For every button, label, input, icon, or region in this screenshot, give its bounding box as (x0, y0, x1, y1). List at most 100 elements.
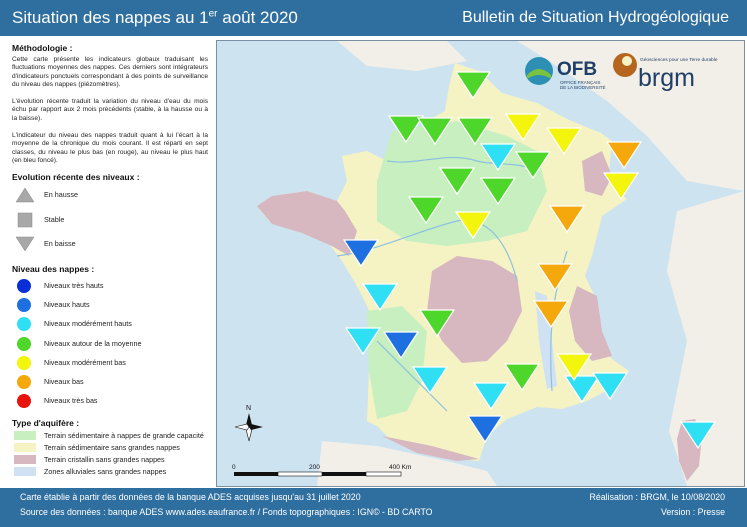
scale-segment-3 (322, 472, 366, 476)
aquifer-marker (411, 366, 449, 395)
ofb-logo-sub2: DE LA BIODIVERSITÉ (560, 84, 606, 90)
legend-level-item: Niveaux très bas (14, 393, 209, 409)
legend-aquifer-label: Terrain sédimentaire à nappes de grande … (44, 431, 204, 440)
ofb-logo-text: OFB (557, 59, 597, 80)
footer-version: Version : Presse (660, 507, 725, 517)
square-icon (17, 212, 33, 228)
aquifer-marker (514, 151, 552, 180)
ofb-logo: OFB OFFICE FRANÇAIS DE LA BIODIVERSITÉ (525, 57, 606, 90)
aquifer-marker (342, 239, 380, 268)
aquifer-marker (532, 300, 570, 329)
legend-evolution-up-label: En hausse (44, 190, 78, 199)
aquifer-marker (479, 177, 517, 206)
legend-aquifer-item: Zones alluviales sans grandes nappes (14, 466, 209, 478)
aquifer-crystalline-pyrenees (382, 436, 479, 461)
aquifer-crystalline-massif-central (427, 256, 522, 363)
level-color-dot-icon (17, 355, 31, 370)
brgm-logo-text: brgm (638, 64, 695, 92)
aquifer-marker (454, 211, 492, 240)
brgm-logo-icon-inner (622, 56, 632, 66)
aquifer-marker (555, 353, 593, 382)
ofb-logo-sub1: OFFICE FRANÇAIS (560, 80, 601, 85)
triangle-down-icon (15, 236, 35, 252)
legend-aquifer-item: Terrain sédimentaire à nappes de grande … (14, 430, 209, 442)
header-bar: Situation des nappes au 1er août 2020 Bu… (0, 0, 747, 36)
level-color-dot-icon (17, 298, 31, 313)
scale-segment-4 (365, 471, 402, 477)
aquifer-marker (679, 421, 717, 450)
aquifer-marker (416, 117, 454, 146)
aquifer-crystalline-brittany (257, 191, 357, 256)
scale-segment-1 (234, 472, 278, 476)
legend-aquifer-label: Terrain sédimentaire sans grandes nappes (44, 443, 180, 452)
aquifer-marker (466, 415, 504, 444)
scale-bar: 0 200 400 Km (232, 464, 411, 477)
aquifer-marker (344, 327, 382, 356)
aquifer-crystalline-vosges (582, 151, 612, 196)
aquifer-title: Type d'aquifère : (12, 418, 80, 428)
legend-level-item: Niveaux hauts (14, 297, 209, 313)
title-superscript: er (208, 8, 218, 20)
scale-label-200: 200 (309, 464, 320, 471)
aquifer-marker (387, 115, 425, 144)
legend-evolution-stable-label: Stable (44, 215, 65, 224)
north-arrow-e (249, 424, 263, 430)
aquifer-marker (382, 331, 420, 360)
level-color-dot-icon (17, 336, 31, 351)
footer-data-source-date: Carte établie à partir des données de la… (20, 492, 361, 502)
level-color-dot-icon (17, 375, 31, 389)
title-date: août 2020 (217, 8, 298, 27)
page-title: Situation des nappes au 1er août 2020 (12, 8, 298, 28)
level-color-dot-icon (17, 394, 31, 409)
legend-evolution-down: En baisse (14, 236, 209, 252)
map-canvas: OFB OFFICE FRANÇAIS DE LA BIODIVERSITÉ G… (217, 41, 744, 486)
map-frame: OFB OFFICE FRANÇAIS DE LA BIODIVERSITÉ G… (216, 40, 745, 487)
methodology-paragraph-3: L'indicateur du niveau des nappes tradui… (12, 132, 208, 164)
legend-aquifer-item: Terrain cristallin sans grandes nappes (14, 454, 209, 466)
aquifer-swatch (14, 431, 36, 440)
legend-level-item: Niveaux bas (14, 374, 209, 390)
level-color-dot-icon (17, 279, 31, 293)
footer-sources: Source des données : banque ADES www.ade… (20, 507, 433, 517)
scale-label-0: 0 (232, 464, 236, 471)
title-main: Situation des nappes au 1 (12, 8, 209, 27)
river-seine (386, 156, 538, 172)
legend-level-item: Niveaux autour de la moyenne (14, 336, 209, 352)
legend-level-item: Niveaux très hauts (14, 278, 209, 294)
legend-level-item: Niveaux modérément hauts (14, 316, 209, 332)
aquifer-marker (591, 372, 629, 401)
aquifer-marker (563, 375, 601, 404)
aquifer-alluvial-rhone (535, 291, 557, 389)
legend-level-label: Niveaux autour de la moyenne (44, 338, 142, 348)
legend-evolution-up: En hausse (14, 187, 209, 203)
scale-segment-2 (277, 471, 323, 477)
aquifer-crystalline-alps (569, 286, 612, 361)
brgm-tagline: Géosciences pour une Terre durable (640, 57, 718, 63)
legend-panel: Méthodologie : Cette carte présente les … (0, 36, 214, 488)
aquifer-marker (407, 196, 445, 225)
aquifer-marker (418, 309, 456, 338)
aquifer-marker (503, 363, 541, 392)
markers-layer (342, 71, 717, 450)
scale-label-400: 400 Km (389, 464, 411, 471)
north-arrow: N (234, 405, 263, 442)
legend-aquifer-label: Terrain cristallin sans grandes nappes (44, 455, 165, 464)
north-arrow-w (234, 423, 250, 431)
north-arrow-n (246, 413, 252, 427)
aquifer-marker (454, 71, 492, 100)
river-garonne (376, 340, 448, 412)
legend-evolution-down-label: En baisse (44, 239, 76, 248)
neighbor-countries-north (517, 41, 744, 191)
aquifer-marker (536, 263, 574, 292)
legend-aquifer-item: Terrain sédimentaire sans grandes nappes (14, 442, 209, 454)
ofb-logo-wave (527, 69, 551, 79)
aquifer-marker (479, 143, 517, 172)
methodology-title: Méthodologie : (12, 43, 73, 53)
neighbor-countries-east (667, 191, 744, 486)
aquifer-swatch (14, 467, 36, 476)
aquifer-marker (602, 172, 640, 201)
aquifer-marker (605, 141, 643, 170)
footer-bar: Carte établie à partir des données de la… (0, 488, 747, 527)
levels-title: Niveau des nappes : (12, 264, 95, 274)
neighbor-uk (337, 41, 467, 71)
